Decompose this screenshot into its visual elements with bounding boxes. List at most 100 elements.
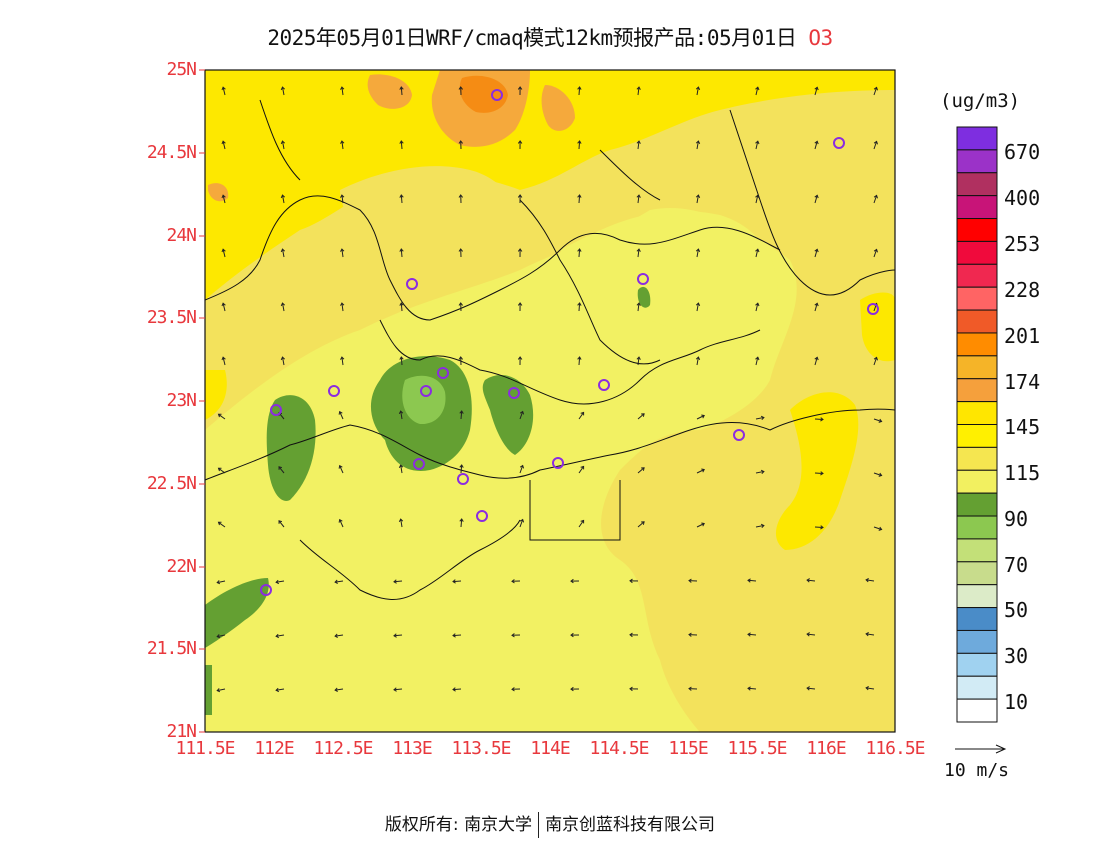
wind-arrow <box>814 303 818 312</box>
vector-reference-arrow <box>955 744 1007 754</box>
wind-arrow-head <box>459 410 464 414</box>
wind-arrow <box>393 634 403 637</box>
wind-arrow-head <box>275 579 280 585</box>
wind-arrow <box>755 141 759 150</box>
wind-arrow-head <box>747 686 751 691</box>
legend-label: 115 <box>1004 461 1041 485</box>
wind-arrow <box>400 356 403 366</box>
legend-label: 400 <box>1004 186 1041 210</box>
wind-arrow-head <box>814 302 819 307</box>
wind-arrow <box>335 634 344 637</box>
wind-arrow <box>519 411 524 420</box>
legend-swatch <box>956 492 998 517</box>
wind-arrow-head <box>577 248 582 252</box>
wind-arrow-head <box>820 417 824 422</box>
title-variable: O3 <box>808 26 833 50</box>
wind-arrow-head <box>688 686 692 691</box>
wind-arrow <box>452 688 462 691</box>
wind-arrow-head <box>873 86 878 91</box>
wind-arrow <box>696 249 699 258</box>
concentration-band-90-sw <box>205 578 269 648</box>
wind-arrow <box>755 471 764 474</box>
lat-tick-label: 23.5N <box>146 307 197 328</box>
wind-arrow-head <box>636 194 641 198</box>
wind-arrow-head <box>340 86 345 90</box>
wind-arrow <box>222 195 226 204</box>
wind-arrow <box>807 687 816 690</box>
legend-label: 50 <box>1004 598 1029 622</box>
wind-arrow-head <box>280 194 286 199</box>
lon-tick-label: 115.5E <box>727 738 787 759</box>
legend-unit: (ug/m3) <box>940 90 1021 112</box>
wind-arrow <box>755 357 759 366</box>
wind-arrow-head <box>221 356 226 361</box>
wind-arrow-head <box>399 140 404 144</box>
wind-arrow <box>282 357 285 366</box>
concentration-band-174-c <box>541 85 575 131</box>
legend-swatch <box>956 538 998 563</box>
wind-arrow <box>222 87 226 96</box>
wind-arrow <box>519 465 524 474</box>
wind-arrow-head <box>452 687 456 692</box>
lat-tick-label: 21.5N <box>146 638 197 659</box>
legend-swatch <box>956 515 998 540</box>
wind-arrow <box>218 413 226 420</box>
wind-arrow <box>278 466 285 474</box>
wind-arrow <box>282 195 285 204</box>
wind-arrow-head <box>629 632 633 638</box>
lon-tick-label: 114E <box>530 738 570 759</box>
legend-label: 670 <box>1004 140 1041 164</box>
wind-arrow <box>452 634 462 637</box>
station-marker <box>260 584 272 596</box>
legend-swatch <box>956 469 998 494</box>
wind-arrow <box>866 579 875 582</box>
wind-arrow-head <box>338 518 343 523</box>
lon-tick-label: 115E <box>668 738 708 759</box>
wind-arrow <box>807 579 816 582</box>
wind-arrow-head <box>695 194 701 199</box>
wind-arrow <box>222 141 226 150</box>
wind-arrow <box>222 303 226 312</box>
wind-arrow <box>637 87 640 96</box>
legend-swatch <box>956 218 998 242</box>
wind-arrow <box>341 195 344 204</box>
wind-arrow <box>814 526 824 528</box>
wind-arrow <box>696 357 699 366</box>
lat-tick-label: 23N <box>166 390 197 411</box>
wind-arrow <box>400 248 403 258</box>
wind-arrow <box>282 141 285 150</box>
legend-label: 30 <box>1004 644 1029 668</box>
wind-arrow-head <box>878 472 883 477</box>
wind-arrow-head <box>820 525 824 530</box>
wind-arrow-head <box>755 302 760 307</box>
lon-tick-label: 113.5E <box>451 738 511 759</box>
legend-label: 10 <box>1004 690 1029 714</box>
concentration-band-145-west <box>205 370 227 420</box>
legend-swatch <box>956 378 998 403</box>
wind-arrow-head <box>221 194 226 199</box>
legend-swatch <box>956 698 998 723</box>
wind-arrow-head <box>398 518 404 523</box>
wind-arrow <box>814 249 818 258</box>
wind-arrow <box>393 580 403 583</box>
wind-arrow-head <box>701 468 705 473</box>
wind-arrow <box>814 87 818 96</box>
wind-arrow-head <box>399 194 404 198</box>
legend-swatch <box>956 355 998 380</box>
legend-swatch <box>956 584 998 609</box>
wind-arrow-head <box>452 579 456 584</box>
lon-tick-label: 112E <box>254 738 294 759</box>
wind-arrow <box>217 634 226 638</box>
wind-arrow-head <box>221 302 226 307</box>
wind-arrow-head <box>398 464 404 469</box>
wind-arrow-head <box>580 519 585 524</box>
wind-arrow <box>637 249 640 258</box>
wind-arrow-head <box>452 633 456 638</box>
wind-arrow-head <box>570 686 574 692</box>
station-marker <box>476 510 488 522</box>
wind-arrow-head <box>217 521 222 526</box>
title-text: 2025年05月01日WRF/cmaq模式12km预报产品:05月01日 <box>267 26 797 50</box>
wind-arrow <box>452 580 462 583</box>
wind-arrow <box>755 525 764 528</box>
